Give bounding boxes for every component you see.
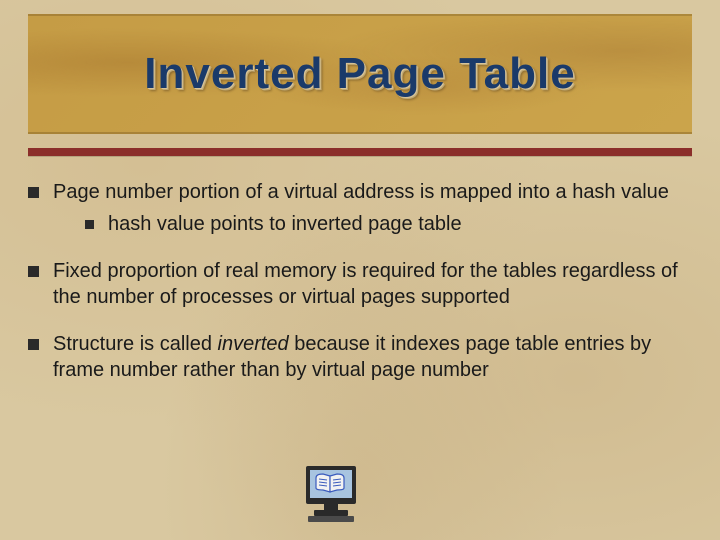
square-bullet-icon <box>28 187 39 198</box>
slide-title: Inverted Page Table <box>144 49 575 99</box>
sub-bullet-item: hash value points to inverted page table <box>85 212 692 238</box>
square-bullet-icon <box>85 220 94 229</box>
text-part: Structure is called <box>53 333 218 355</box>
bullet-item: Page number portion of a virtual address… <box>28 180 692 237</box>
text-part-italic: inverted <box>218 333 289 355</box>
horizontal-rule <box>28 148 692 156</box>
bullet-item: Fixed proportion of real memory is requi… <box>28 259 692 310</box>
square-bullet-icon <box>28 266 39 277</box>
bullet-text-span: Page number portion of a virtual address… <box>53 181 669 203</box>
bullet-text: Structure is called inverted because it … <box>53 332 692 383</box>
bullet-item: Structure is called inverted because it … <box>28 332 692 383</box>
bullet-text: Page number portion of a virtual address… <box>53 180 692 237</box>
title-band: Inverted Page Table <box>28 14 692 134</box>
computer-book-icon <box>298 462 370 524</box>
square-bullet-icon <box>28 339 39 350</box>
bullet-text: Fixed proportion of real memory is requi… <box>53 259 692 310</box>
slide-body: Page number portion of a virtual address… <box>28 180 692 384</box>
sub-bullet-text: hash value points to inverted page table <box>108 212 462 238</box>
